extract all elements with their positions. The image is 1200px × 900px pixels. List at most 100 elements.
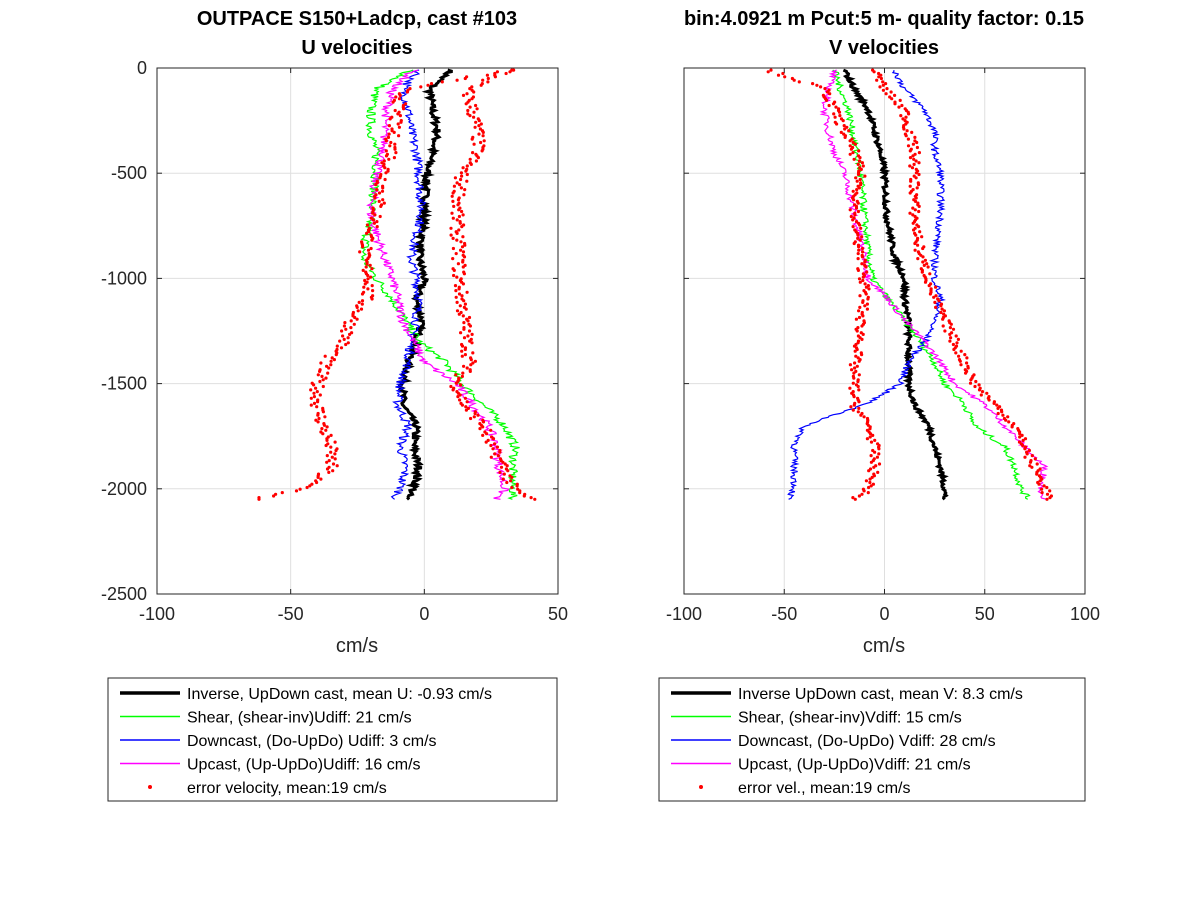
error-velocity-point <box>980 390 985 394</box>
error-velocity-point <box>858 223 862 227</box>
error-velocity-point <box>366 273 370 278</box>
error-velocity-point <box>460 225 464 229</box>
error-velocity-point <box>468 87 472 91</box>
error-velocity-point <box>934 294 938 298</box>
error-velocity-point <box>452 273 456 278</box>
error-velocity-point <box>859 413 863 417</box>
error-velocity-point <box>377 199 381 203</box>
error-velocity-point <box>920 235 924 239</box>
error-velocity-point <box>1001 413 1005 417</box>
upcast-profile-line <box>819 69 1049 500</box>
error-velocity-point <box>504 71 508 76</box>
error-velocity-point <box>359 307 364 311</box>
error-velocity-point <box>848 139 852 143</box>
error-velocity-point <box>1021 443 1025 448</box>
error-velocity-point <box>919 253 923 257</box>
error-velocity-point <box>851 218 855 222</box>
error-velocity-point <box>932 295 936 299</box>
error-velocity-point <box>856 252 860 256</box>
error-velocity-point <box>811 82 815 86</box>
error-velocity-point <box>857 400 861 404</box>
error-velocity-point <box>459 186 463 190</box>
error-velocity-point <box>335 344 339 348</box>
error-velocity-point <box>312 395 316 399</box>
error-velocity-point <box>329 433 333 437</box>
y-tick-label: -1000 <box>101 268 147 288</box>
error-velocity-point <box>913 199 918 203</box>
error-velocity-point <box>906 137 911 141</box>
u-legend-box <box>107 677 558 802</box>
error-velocity-point <box>451 191 455 195</box>
error-velocity-point <box>499 465 504 469</box>
error-velocity-point <box>957 354 961 358</box>
error-velocity-point <box>1023 437 1028 441</box>
error-velocity-point <box>309 396 313 400</box>
error-velocity-point <box>484 440 488 444</box>
error-velocity-point <box>925 262 929 266</box>
error-velocity-point <box>481 420 486 424</box>
error-velocity-point <box>463 347 467 352</box>
error-velocity-point <box>460 374 464 378</box>
error-velocity-point <box>858 156 862 160</box>
error-velocity-point <box>854 354 858 358</box>
error-velocity-point <box>987 398 991 402</box>
error-velocity-point <box>450 211 454 215</box>
error-velocity-point <box>861 275 865 279</box>
v-plot-legend: Inverse UpDown cast, mean V: 8.3 cm/s She… <box>658 677 1086 802</box>
error-velocity-point <box>783 75 787 79</box>
error-velocity-point <box>974 379 978 384</box>
error-velocity-point <box>481 433 485 437</box>
error-velocity-point <box>470 332 474 336</box>
error-velocity-point <box>948 326 953 330</box>
error-velocity-point <box>475 107 479 111</box>
error-velocity-point <box>1035 472 1039 476</box>
error-velocity-point <box>865 270 869 274</box>
legend-marker-error <box>699 785 703 789</box>
error-velocity-point <box>327 366 331 370</box>
error-velocity-point <box>462 321 466 325</box>
error-velocity-point <box>451 216 455 220</box>
error-velocity-point <box>305 485 309 490</box>
error-velocity-point <box>941 317 945 321</box>
error-velocity-point <box>394 151 398 155</box>
error-velocity-point <box>312 401 317 405</box>
downcast-profile-line <box>787 70 946 500</box>
error-velocity-point <box>465 172 469 177</box>
error-velocity-point <box>387 132 391 136</box>
error-velocity-point <box>316 373 320 377</box>
error-velocity-point <box>402 107 406 111</box>
error-velocity-point <box>937 299 941 303</box>
error-velocity-point <box>333 440 337 444</box>
error-velocity-point <box>363 278 367 283</box>
error-velocity-point <box>913 241 917 246</box>
error-velocity-point <box>851 381 855 385</box>
error-velocity-point <box>491 447 495 451</box>
error-velocity-point <box>465 92 469 96</box>
error-velocity-point <box>941 324 945 328</box>
error-velocity-point <box>954 351 958 355</box>
error-velocity-point <box>1023 447 1027 451</box>
error-velocity-point <box>388 117 392 121</box>
error-velocity-point <box>911 221 915 225</box>
error-velocity-point <box>857 186 862 190</box>
error-velocity-point <box>325 467 330 471</box>
error-velocity-point <box>877 71 881 76</box>
error-velocity-point <box>855 364 859 368</box>
error-velocity-point <box>856 410 860 414</box>
u-plot-area <box>157 68 558 594</box>
error-velocity-point <box>868 432 873 436</box>
error-velocity-point <box>954 334 958 338</box>
error-velocity-point <box>872 465 876 469</box>
error-velocity-point <box>366 287 370 291</box>
error-velocity-point <box>323 354 327 358</box>
error-velocity-point <box>848 152 852 156</box>
error-velocity-point <box>470 137 474 141</box>
error-velocity-point <box>491 437 496 441</box>
error-velocity-point <box>486 76 490 81</box>
error-velocity-point <box>875 78 879 82</box>
error-velocity-point <box>330 455 334 459</box>
error-velocity-point <box>824 98 829 102</box>
error-velocity-point <box>1030 465 1034 469</box>
error-velocity-point <box>856 268 861 272</box>
error-velocity-point <box>797 80 801 84</box>
